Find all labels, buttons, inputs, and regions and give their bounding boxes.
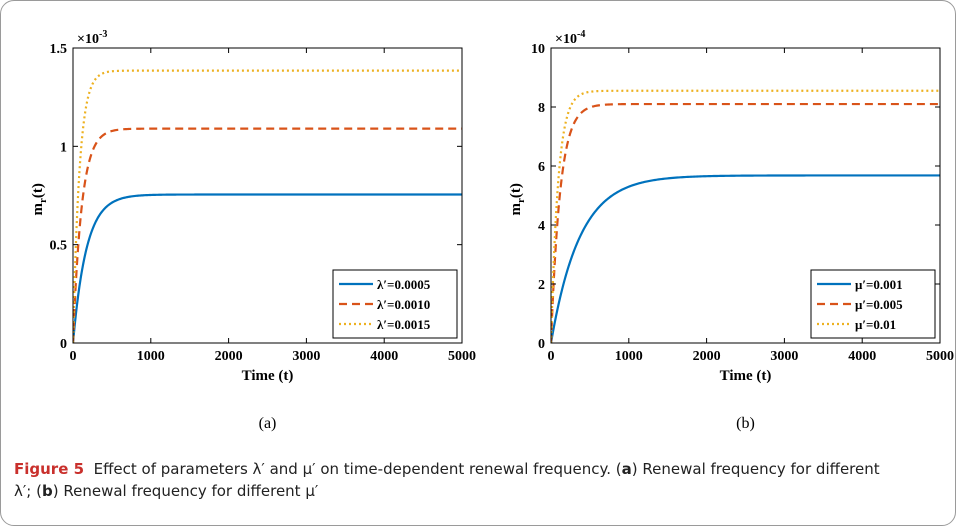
exponent-power: -4 [577,29,585,40]
caption-text-5: ; ( [26,482,42,500]
series-line-1 [551,174,940,343]
panel-sublabel: (a) [259,415,277,432]
x-tick-label: 5000 [448,349,476,364]
caption-text-1: Effect of parameters [93,460,253,478]
caption-part-a: a [621,460,632,478]
legend-box [332,269,458,339]
caption-symbol-mu: μ′ [302,460,316,478]
x-tick-label: 1000 [615,349,643,364]
series-line-3 [73,69,462,343]
series-line-2 [551,102,940,343]
y-tick-label: 4 [538,219,545,234]
y-tick-label: 6 [538,160,545,175]
y-tick-label: 2 [538,278,545,293]
caption-symbol-lambda: λ′ [252,460,265,478]
y-tick-label: 1 [60,140,67,155]
y-exponent-label: ×10-3 [77,29,107,47]
legend-label-1: μ′=0.001 [855,277,903,292]
x-axis-label: Time (t) [242,368,294,384]
figure-caption: Figure 5 Effect of parameters λ′ and μ′ … [14,458,944,502]
legend-label-2: λ′=0.0010 [377,297,430,312]
caption-text-4: ) Renewal frequency for different [631,460,880,478]
series-line-1 [73,193,462,343]
y-axis-label: mr(t) [30,183,49,215]
x-tick-label: 0 [70,349,77,364]
y-tick-label: 0 [538,337,545,352]
legend-label-3: λ′=0.0015 [377,317,431,332]
caption-text-2: and [264,460,303,478]
axes-box [550,47,941,344]
caption-part-b: b [41,482,53,500]
legend-label-3: μ′=0.01 [855,317,896,332]
legend-label-1: λ′=0.0005 [377,277,431,292]
x-tick-label: 2000 [215,349,243,364]
figure-label: Figure 5 [14,460,85,478]
exponent-base: ×10 [77,32,99,47]
x-tick-label: 4000 [370,349,398,364]
caption-symbol-lambda-2: λ′ [14,482,27,500]
exponent-base: ×10 [555,32,577,47]
panel-sublabel: (b) [736,415,755,432]
y-tick-label: 10 [531,42,545,57]
x-tick-label: 3000 [770,349,798,364]
axes-box [72,47,463,344]
y-tick-label: 8 [538,101,545,116]
chart-b: 0 1000 2000 3000 4000 5000 0 2 4 6 8 10 ×10-4 Time (t… [508,29,954,432]
x-tick-label: 3000 [292,349,320,364]
legend-label-2: μ′=0.005 [855,297,903,312]
caption-symbol-mu-2: μ′ [305,482,319,500]
y-exponent-label: ×10-4 [555,29,585,47]
x-tick-label: 2000 [693,349,721,364]
y-tick-label: 1.5 [50,42,68,57]
caption-text-3: on time-dependent renewal frequency. ( [315,460,622,478]
chart-a: 0 1000 2000 3000 4000 5000 0 0.5 1 1.5 ×10-3 Time (… [30,29,476,432]
y-tick-label: 0.5 [50,239,68,254]
y-axis-label: mr(t) [508,183,527,215]
x-tick-label: 4000 [848,349,876,364]
series-line-3 [551,89,940,343]
caption-text-6: ) Renewal frequency for different [52,482,306,500]
y-tick-label: 0 [60,337,67,352]
x-tick-label: 5000 [926,349,954,364]
exponent-power: -3 [99,29,107,40]
x-axis-label: Time (t) [720,368,772,384]
x-tick-label: 1000 [137,349,165,364]
x-tick-label: 0 [548,349,555,364]
